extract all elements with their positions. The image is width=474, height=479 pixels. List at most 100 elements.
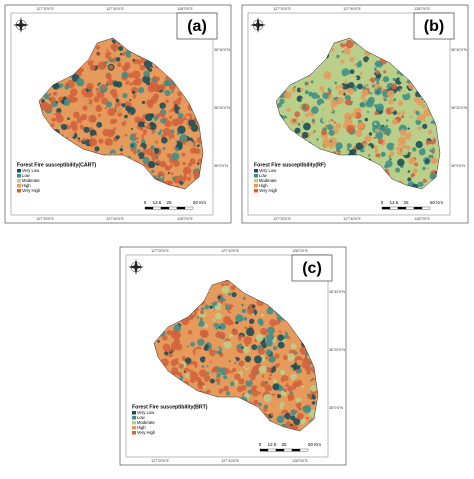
map-patch [168, 83, 176, 91]
map-patch [104, 60, 108, 64]
map-patch [310, 384, 318, 392]
map-patch [157, 340, 160, 343]
map-patch [187, 162, 192, 167]
map-patch [343, 47, 351, 55]
map-patch [395, 167, 401, 173]
map-patch [136, 149, 141, 154]
north-arrow-star [128, 259, 144, 275]
map-patch [132, 94, 137, 99]
map-patch [274, 353, 280, 359]
map-patch [104, 44, 110, 50]
map-patch [423, 119, 426, 122]
map-patch [229, 309, 233, 313]
map-patch [376, 103, 384, 112]
panel-label-box [176, 12, 218, 40]
map-patch [115, 98, 120, 103]
map-patch [100, 97, 109, 105]
map-patch [335, 85, 340, 90]
scale-bar-segment [291, 448, 301, 452]
map-patch [162, 343, 171, 352]
map-patch [384, 89, 388, 93]
map-patch [161, 136, 168, 144]
legend-title: Forest Fire susceptibility(RF) [254, 162, 326, 168]
map-patch [384, 127, 392, 135]
map-patch [110, 118, 116, 125]
map-patch [314, 141, 317, 144]
map-patch [64, 84, 70, 90]
map-patch [213, 382, 218, 387]
map-patch [360, 78, 367, 85]
map-patch [50, 123, 55, 127]
scale-bar-segment [397, 206, 407, 210]
map-patch [195, 142, 198, 146]
scale-bar-segment [259, 448, 269, 452]
map-patch [355, 142, 364, 150]
map-patch [395, 95, 401, 101]
map-patch [142, 156, 150, 164]
map-patch [225, 391, 231, 396]
map-patch [223, 340, 232, 349]
map-patch [167, 171, 171, 175]
legend-swatch [254, 184, 258, 188]
map-patch [77, 139, 81, 143]
map-patch [375, 63, 380, 68]
map-patch [249, 318, 255, 324]
map-patch [141, 100, 146, 105]
map-patch [375, 70, 380, 75]
map-patch [49, 96, 56, 103]
legend-swatch [132, 431, 136, 435]
map-patch [316, 95, 321, 99]
map-patch [171, 329, 178, 336]
map-patch [146, 148, 154, 156]
map-patch [397, 112, 401, 116]
map-patch [265, 339, 273, 347]
map-patch [308, 91, 314, 97]
map-patch [381, 96, 385, 100]
map-patch [206, 371, 210, 375]
map-patch [189, 176, 195, 181]
map-panel: 127°20'0"E 127°20'0"E 127°40'0"E 127°40'0"E… [241, 4, 469, 224]
map-patch [182, 161, 186, 166]
map-patch [212, 318, 216, 322]
map-patch [61, 124, 68, 131]
map-patch [191, 323, 197, 329]
map-patch [413, 150, 420, 157]
longitude-label: 128°0'0"E [177, 217, 193, 221]
map-patch [277, 341, 285, 349]
map-patch [175, 353, 179, 357]
scale-bar-segment [275, 448, 285, 452]
legend-label: Moderate [259, 178, 277, 183]
map-patch [72, 111, 80, 119]
map-patch [169, 181, 173, 185]
legend-label: Low [259, 173, 268, 178]
map-patch [143, 70, 150, 77]
map-patch [427, 143, 434, 150]
map-patch [361, 89, 369, 97]
map-patch [218, 326, 221, 329]
map-patch [244, 326, 248, 330]
map-patch [367, 58, 374, 65]
map-patch [175, 170, 180, 174]
map-patch [243, 346, 250, 354]
legend-swatch [132, 421, 136, 425]
legend-label: High [259, 183, 268, 188]
map-patch [258, 394, 262, 398]
map-patch [159, 129, 163, 132]
map-patch [294, 111, 301, 118]
map-patch [250, 369, 255, 374]
map-patch [162, 335, 168, 341]
map-patch [135, 132, 142, 139]
map-patch [294, 81, 301, 88]
map-patch [311, 119, 316, 123]
map-patch [97, 52, 100, 55]
legend-swatch [254, 189, 258, 193]
map-patch [141, 137, 144, 140]
map-patch [333, 49, 341, 56]
map-patch [53, 91, 58, 96]
map-patch [66, 136, 69, 139]
map-patch [255, 350, 259, 355]
map-patch [243, 336, 252, 345]
map-patch [415, 140, 423, 149]
map-patch [206, 365, 209, 368]
map-patch [297, 413, 304, 420]
